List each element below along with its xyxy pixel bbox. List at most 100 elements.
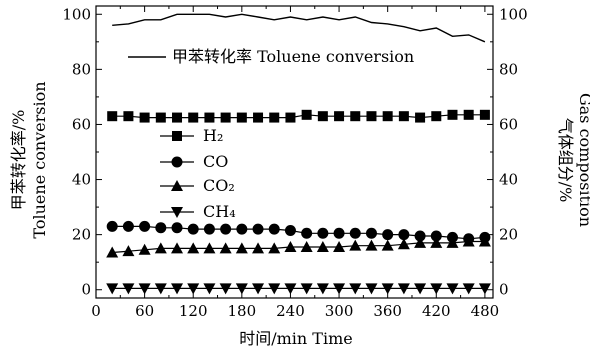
data-point xyxy=(462,283,475,295)
data-point xyxy=(349,227,361,239)
data-series xyxy=(106,13,491,295)
legend-marker xyxy=(171,180,183,191)
data-point xyxy=(334,111,345,122)
data-point xyxy=(122,283,135,295)
data-point xyxy=(446,236,459,248)
x-tick-label: 120 xyxy=(179,302,208,320)
data-point xyxy=(219,283,232,295)
data-point xyxy=(154,283,167,295)
data-point xyxy=(447,109,458,120)
data-point xyxy=(106,246,119,258)
data-point xyxy=(430,283,443,295)
data-point xyxy=(155,112,166,123)
right-y-tick-label: 60 xyxy=(499,115,518,133)
data-point xyxy=(301,109,312,120)
data-point xyxy=(446,283,459,295)
series-2 xyxy=(106,220,491,245)
data-point xyxy=(187,242,200,254)
data-point xyxy=(366,111,377,122)
right-y-axis-ticks: 0 20 40 60 80 100 xyxy=(487,5,528,299)
data-point xyxy=(478,235,491,247)
data-point xyxy=(269,112,280,123)
data-point xyxy=(139,220,151,232)
data-point xyxy=(106,283,119,295)
data-point xyxy=(172,112,183,123)
x-axis-label: 时间/min Time xyxy=(239,329,353,348)
data-point xyxy=(333,283,346,295)
left-y-tick-label: 60 xyxy=(72,115,91,133)
data-point xyxy=(414,283,427,295)
data-point xyxy=(203,223,215,235)
data-point xyxy=(235,242,248,254)
series-1 xyxy=(107,109,490,123)
left-y-tick-label: 40 xyxy=(72,171,91,189)
data-point xyxy=(365,283,378,295)
data-point xyxy=(106,220,118,232)
x-tick-label: 300 xyxy=(325,302,354,320)
series-line xyxy=(112,13,486,43)
data-point xyxy=(139,112,150,123)
right-y-tick-label: 0 xyxy=(499,281,509,299)
data-point xyxy=(414,230,426,242)
data-point xyxy=(397,283,410,295)
data-point xyxy=(382,111,393,122)
data-point xyxy=(107,111,118,122)
series-4 xyxy=(106,283,491,295)
left-y-axis-ticks: 0 20 40 60 80 100 xyxy=(62,5,102,299)
data-point xyxy=(122,220,134,232)
data-point xyxy=(316,241,329,253)
data-point xyxy=(463,109,474,120)
x-tick-label: 360 xyxy=(373,302,402,320)
data-point xyxy=(397,238,410,250)
right-y-tick-label: 40 xyxy=(499,171,518,189)
data-point xyxy=(398,229,410,241)
data-point xyxy=(138,243,151,255)
data-point xyxy=(252,283,265,295)
left-y-axis-label-en: Toluene conversion xyxy=(30,81,49,238)
data-point xyxy=(284,225,296,237)
left-y-axis-label-cn: 甲苯转化率/% xyxy=(9,110,28,211)
right-y-tick-label: 100 xyxy=(499,5,528,23)
series-line xyxy=(112,225,485,240)
data-point xyxy=(431,111,442,122)
data-point xyxy=(414,236,427,248)
data-point xyxy=(253,112,264,123)
legend-label: CO₂ xyxy=(203,176,235,195)
data-point xyxy=(235,283,248,295)
data-point xyxy=(478,283,491,295)
data-point xyxy=(285,112,296,123)
left-y-tick-label: 20 xyxy=(72,226,91,244)
left-y-tick-label: 0 xyxy=(81,281,91,299)
data-point xyxy=(301,227,313,239)
series-3 xyxy=(106,235,491,258)
series-0 xyxy=(112,13,486,43)
data-point xyxy=(365,227,377,239)
data-point xyxy=(317,111,328,122)
data-point xyxy=(236,223,248,235)
data-point xyxy=(122,245,135,257)
data-point xyxy=(317,227,329,239)
right-y-axis-label-cn: 气体组分/% xyxy=(556,118,575,203)
legend-label: 甲苯转化率 Toluene conversion xyxy=(172,47,414,66)
data-point xyxy=(155,222,167,234)
x-tick-label: 60 xyxy=(135,302,154,320)
data-point xyxy=(268,242,281,254)
data-point xyxy=(187,223,199,235)
data-point xyxy=(284,283,297,295)
data-point xyxy=(154,242,167,254)
data-point xyxy=(381,283,394,295)
right-y-tick-label: 20 xyxy=(499,226,518,244)
x-tick-label: 480 xyxy=(471,302,500,320)
data-point xyxy=(333,227,345,239)
legend-marker xyxy=(171,156,183,168)
x-tick-label: 420 xyxy=(422,302,451,320)
series-line xyxy=(112,114,485,119)
right-y-tick-label: 80 xyxy=(499,60,518,78)
data-point xyxy=(381,239,394,251)
data-point xyxy=(171,283,184,295)
data-point xyxy=(382,229,394,241)
data-point xyxy=(204,112,215,123)
data-point xyxy=(171,242,184,254)
data-point xyxy=(203,283,216,295)
legend-marker xyxy=(171,207,183,218)
